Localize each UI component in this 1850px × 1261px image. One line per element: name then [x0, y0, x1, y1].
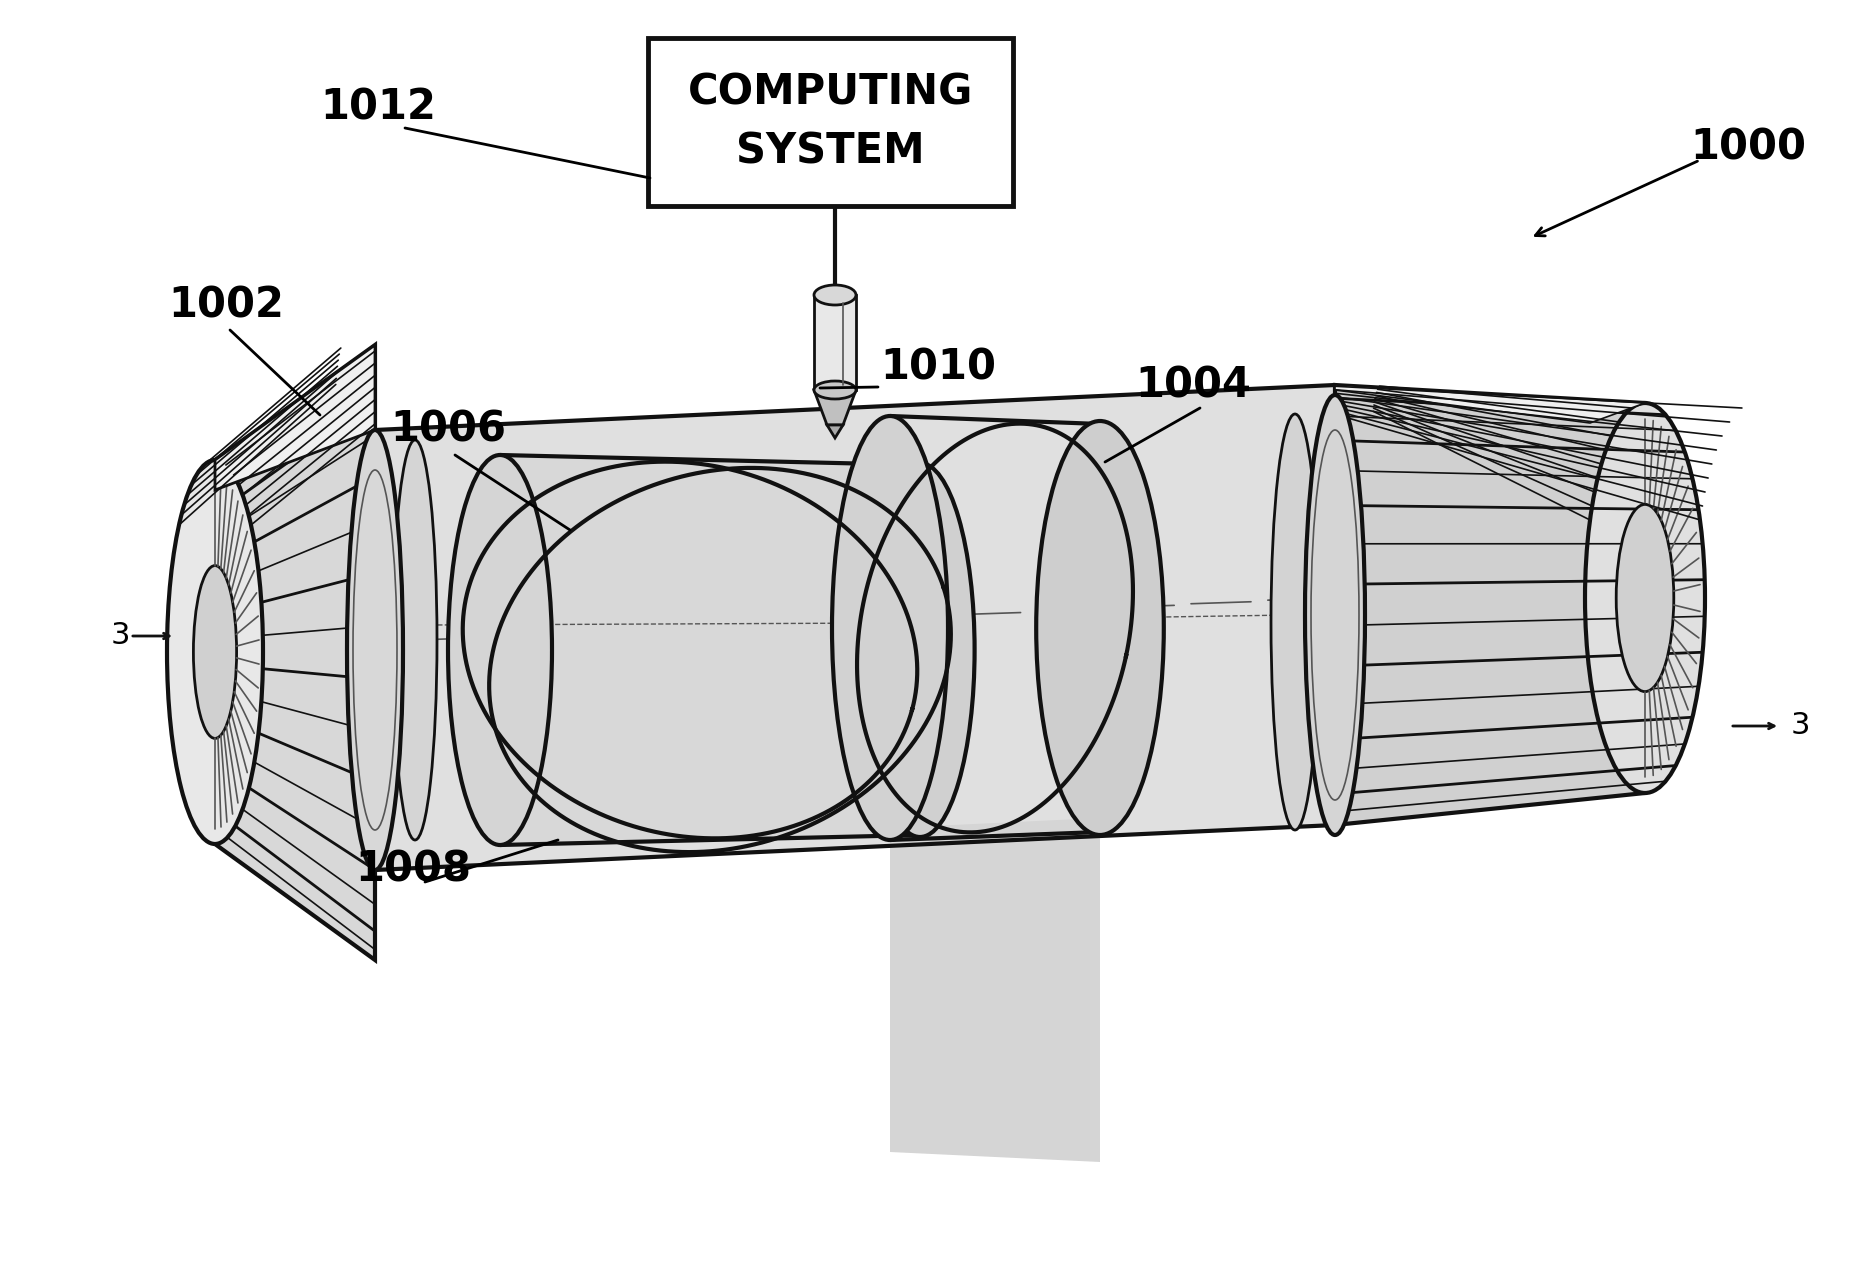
Ellipse shape: [448, 455, 551, 845]
Polygon shape: [890, 818, 1101, 1161]
Ellipse shape: [832, 416, 947, 840]
Ellipse shape: [814, 381, 857, 398]
Ellipse shape: [1617, 504, 1674, 691]
Text: 1000: 1000: [1691, 127, 1806, 169]
Text: 1006: 1006: [390, 409, 507, 451]
Polygon shape: [814, 295, 857, 390]
Polygon shape: [500, 455, 919, 845]
FancyBboxPatch shape: [648, 38, 1014, 206]
Text: 3: 3: [1791, 711, 1809, 740]
Ellipse shape: [814, 285, 857, 305]
Ellipse shape: [392, 440, 437, 840]
Polygon shape: [215, 346, 376, 960]
Polygon shape: [215, 346, 376, 491]
Ellipse shape: [866, 463, 975, 837]
Polygon shape: [1336, 385, 1645, 825]
Text: 1002: 1002: [168, 284, 283, 327]
Polygon shape: [814, 390, 857, 425]
Text: 1012: 1012: [320, 87, 437, 129]
Ellipse shape: [1585, 404, 1706, 793]
Text: 1008: 1008: [355, 849, 472, 892]
Text: COMPUTING
SYSTEM: COMPUTING SYSTEM: [688, 72, 973, 173]
Polygon shape: [376, 385, 1336, 870]
Ellipse shape: [1304, 395, 1365, 835]
Ellipse shape: [166, 460, 263, 844]
Ellipse shape: [1036, 421, 1164, 835]
Ellipse shape: [194, 566, 237, 739]
Text: 3: 3: [111, 622, 130, 651]
Text: 1004: 1004: [1136, 364, 1251, 406]
Polygon shape: [827, 425, 844, 438]
Ellipse shape: [1271, 414, 1319, 830]
Polygon shape: [1336, 385, 1645, 422]
Text: 1010: 1010: [881, 347, 995, 388]
Ellipse shape: [348, 430, 403, 870]
